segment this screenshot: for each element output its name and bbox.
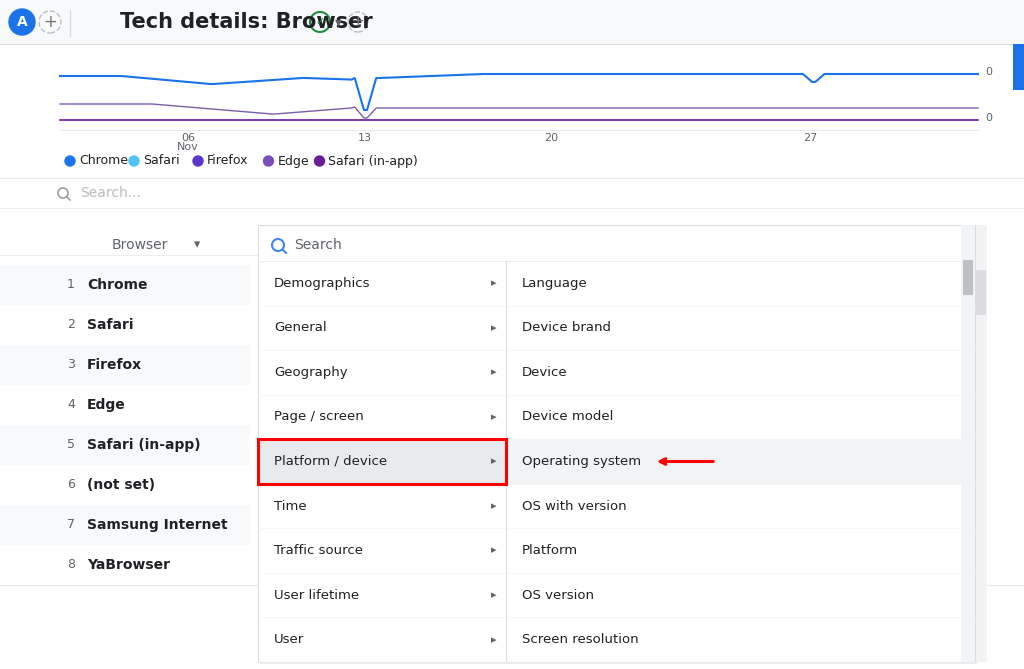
Bar [0,505,250,545]
Circle shape [314,156,325,166]
Text: 4: 4 [68,399,75,411]
Text: Safari: Safari [87,318,133,332]
Text: ▸: ▸ [492,412,497,422]
Text: 2: 2 [616,593,624,605]
Bar [0,44,1024,147]
Bar [0,305,250,345]
Text: 2: 2 [68,318,75,332]
Text: ▸: ▸ [492,456,497,466]
Bar [963,260,973,295]
Text: Platform / device: Platform / device [274,455,387,468]
Text: YaBrowser: YaBrowser [87,558,170,572]
Bar [961,225,975,662]
Text: ▸: ▸ [492,501,497,511]
Text: Page / screen: Page / screen [274,411,364,423]
Text: ▸: ▸ [492,367,497,377]
Bar [0,545,250,585]
Text: 5: 5 [67,438,75,452]
Text: Firefox: Firefox [207,155,249,167]
Text: Edge: Edge [87,398,126,412]
Text: 2: 2 [696,593,703,605]
Bar [258,440,506,484]
Text: Browser: Browser [112,238,168,252]
Text: ▸: ▸ [492,590,497,600]
Text: Tech details: Browser: Tech details: Browser [120,12,373,32]
Text: Screen resolution: Screen resolution [522,634,639,646]
Text: Platform: Platform [522,544,579,557]
Text: Time: Time [274,500,306,512]
Bar [976,270,986,315]
Text: ▸: ▸ [492,546,497,556]
Text: 2: 2 [776,593,784,605]
Text: Device: Device [522,366,567,379]
Text: Geography: Geography [274,366,347,379]
Bar [0,0,1024,44]
Text: Safari (in-app): Safari (in-app) [87,438,201,452]
Bar [0,265,250,305]
Text: Device brand: Device brand [522,321,611,334]
Text: 13: 13 [358,133,372,143]
Text: 06: 06 [181,133,195,143]
Text: Edge: Edge [278,155,309,167]
Text: 27: 27 [803,133,817,143]
Text: A: A [16,15,28,29]
Text: Search...: Search... [80,186,141,200]
Text: 7: 7 [67,518,75,531]
Text: OS version: OS version [522,589,594,601]
Text: +: + [351,15,365,29]
Bar [0,425,250,465]
Text: Nov: Nov [177,142,199,152]
Bar [0,465,250,505]
Circle shape [263,156,273,166]
Bar [506,440,975,484]
Text: ✓: ✓ [315,17,325,27]
Text: 0: 0 [985,113,992,123]
Text: ▾: ▾ [194,239,200,252]
Bar [1013,44,1024,90]
Text: Search: Search [294,238,342,252]
Text: 6: 6 [68,478,75,492]
Bar [258,440,506,484]
Text: +: + [43,13,57,31]
Text: Traffic source: Traffic source [274,544,362,557]
Text: Language: Language [522,277,588,290]
Text: ▸: ▸ [492,278,497,288]
Text: Firefox: Firefox [87,358,142,372]
Bar [258,225,975,662]
Text: 1: 1 [68,278,75,292]
Text: User: User [274,634,304,646]
Text: ▾: ▾ [335,15,341,29]
Text: (not set): (not set) [87,478,155,492]
Text: Chrome: Chrome [87,278,147,292]
Text: Safari (in-app): Safari (in-app) [329,155,418,167]
Text: 3: 3 [68,359,75,371]
Text: Chrome: Chrome [79,155,128,167]
Circle shape [193,156,203,166]
Text: Demographics: Demographics [274,277,371,290]
Text: 1.00: 1.00 [946,593,974,605]
Text: Device model: Device model [522,411,613,423]
Text: General: General [274,321,327,334]
Text: 20: 20 [544,133,558,143]
Text: 66.67%: 66.67% [846,593,894,605]
Bar [975,225,987,662]
Text: Samsung Internet: Samsung Internet [87,518,227,532]
Bar [0,385,250,425]
Circle shape [65,156,75,166]
Text: ▸: ▸ [492,635,497,645]
Text: User lifetime: User lifetime [274,589,359,601]
Text: Safari: Safari [143,155,179,167]
Circle shape [129,156,139,166]
Bar [0,345,250,385]
Circle shape [9,9,35,35]
Text: 8: 8 [67,559,75,571]
Text: Operating system: Operating system [522,455,641,468]
Text: ▸: ▸ [492,323,497,333]
Text: 0: 0 [985,67,992,77]
Text: OS with version: OS with version [522,500,627,512]
Bar [260,227,977,664]
